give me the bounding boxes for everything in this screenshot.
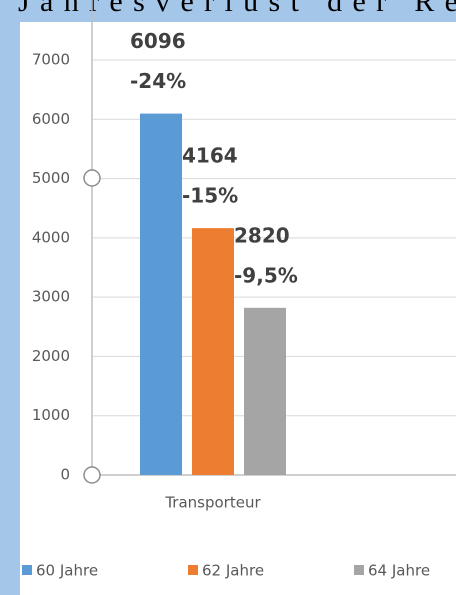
bar xyxy=(244,307,286,475)
x-tick-label: Transporteur xyxy=(164,494,261,512)
change-label: -15% xyxy=(182,184,238,208)
legend-label: 62 Jahre xyxy=(202,562,264,580)
legend-label: 60 Jahre xyxy=(36,562,98,580)
y-tick-label: 2000 xyxy=(32,347,70,365)
value-label: 6096 xyxy=(130,29,186,53)
legend-label: 64 Jahre xyxy=(368,562,430,580)
selection-handle xyxy=(83,169,101,187)
bar xyxy=(140,113,182,475)
bar xyxy=(192,228,234,475)
y-tick-label: 5000 xyxy=(32,169,70,187)
legend-swatch xyxy=(188,565,198,575)
y-tick-label: 1000 xyxy=(32,406,70,424)
y-tick-label: 6000 xyxy=(32,110,70,128)
value-label: 2820 xyxy=(234,223,290,247)
legend-swatch xyxy=(354,565,364,575)
change-label: -24% xyxy=(130,69,186,93)
change-label: -9,5% xyxy=(234,263,298,287)
value-label: 4164 xyxy=(182,144,238,168)
y-tick-label: 0 xyxy=(60,466,70,484)
selection-handle xyxy=(83,466,101,484)
y-tick-label: 7000 xyxy=(32,51,70,69)
y-tick-label: 3000 xyxy=(32,288,70,306)
legend-swatch xyxy=(22,565,32,575)
y-tick-label: 4000 xyxy=(32,228,70,246)
